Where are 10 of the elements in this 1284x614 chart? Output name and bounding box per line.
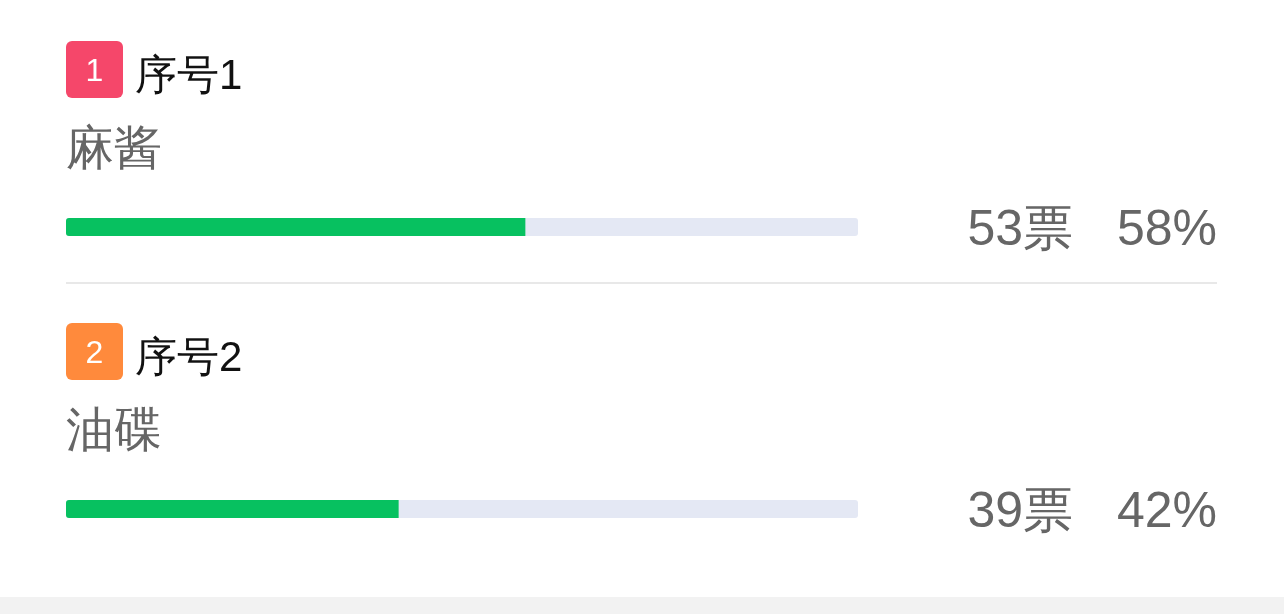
y-tick-label: 麻酱 — [66, 121, 162, 174]
text: 53票 — [967, 200, 1073, 256]
annotation: 1 — [85, 52, 104, 88]
text: 39票 — [967, 482, 1073, 538]
y-tick-label: 油碟 — [66, 403, 162, 456]
data-label: 58% — [1116, 200, 1217, 256]
annotation: 2 — [85, 334, 104, 370]
data-label: 42% — [1116, 482, 1217, 538]
annotation: 序号1 — [135, 51, 243, 98]
annotation: 序号2 — [135, 333, 243, 380]
